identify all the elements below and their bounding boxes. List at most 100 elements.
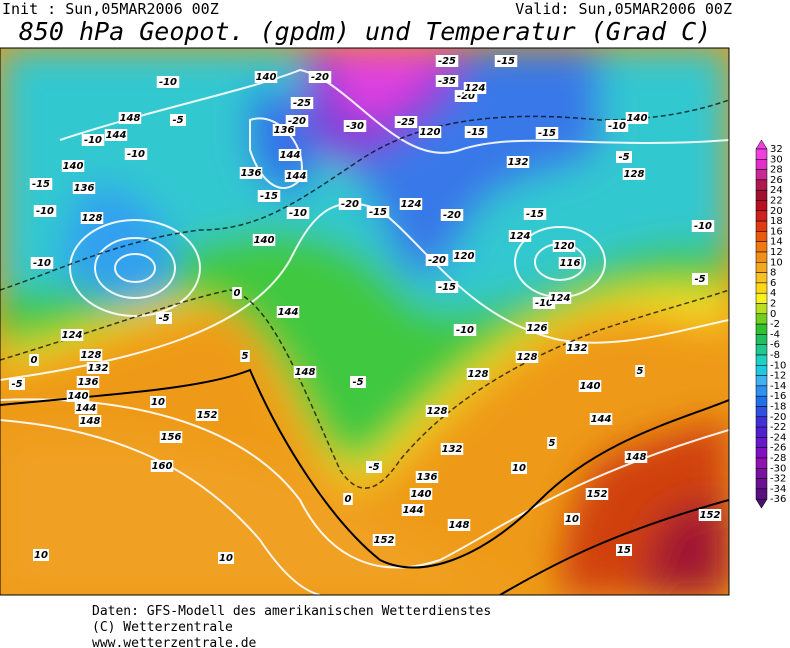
contour-label: 136 — [74, 183, 95, 194]
colorbar-swatch — [755, 179, 768, 191]
contour-label-bg — [118, 112, 142, 124]
colorbar-label: 22 — [770, 196, 783, 207]
contour-label-bg — [78, 415, 102, 427]
contour-label: 132 — [442, 444, 463, 455]
contour-label-bg — [372, 534, 396, 546]
contour-label-bg — [425, 405, 449, 417]
contour-label-bg — [278, 149, 302, 161]
contour-label-bg — [74, 402, 98, 414]
colorbar-label: 10 — [770, 257, 783, 268]
contour-label-bg — [159, 431, 183, 443]
contour-label-bg — [415, 471, 439, 483]
footer-line: www.wetterzentrale.de — [92, 636, 257, 648]
colorbar-swatch — [755, 148, 768, 160]
contour-label-bg — [366, 206, 390, 218]
contour-label: -20 — [311, 72, 329, 83]
contour-label-bg — [195, 409, 219, 421]
contour-label-bg — [506, 156, 530, 168]
colorbar-label: -18 — [770, 402, 786, 413]
colorbar-label: 6 — [770, 278, 776, 289]
contour-label: 124 — [62, 330, 83, 341]
colorbar-label: -32 — [770, 474, 786, 485]
contour-label: 152 — [700, 510, 721, 521]
contour-label-bg — [399, 198, 423, 210]
map-title: 850 hPa Geopot. (gpdm) und Temperatur (G… — [19, 17, 711, 46]
contour-label-bg — [9, 378, 25, 390]
colorbar-swatch — [755, 159, 768, 170]
contour-label-bg — [79, 349, 103, 361]
contour-label-bg — [698, 509, 722, 521]
contour-label: 148 — [449, 520, 470, 531]
contour-label: -10 — [694, 221, 712, 232]
contour-label: -20 — [457, 91, 475, 102]
colorbar-swatch — [755, 262, 768, 273]
contour-label: 126 — [527, 323, 548, 334]
contour-label: 152 — [197, 410, 218, 421]
contour-label: 128 — [624, 169, 645, 180]
contour-label-bg — [343, 120, 367, 132]
colorbar-swatch — [755, 303, 768, 315]
contour-label-bg — [76, 376, 100, 388]
contour-label-bg — [343, 493, 353, 505]
contour-label: 132 — [508, 157, 529, 168]
contour-label: 140 — [411, 489, 432, 500]
contour-label: 140 — [256, 72, 277, 83]
colorbar-label: -36 — [770, 494, 786, 505]
map — [0, 48, 729, 595]
contour-label: 10 — [151, 397, 165, 408]
colorbar-label: 14 — [770, 237, 783, 248]
contour-label-bg — [350, 376, 366, 388]
contour-label-bg — [286, 207, 310, 219]
contour-label-bg — [625, 112, 649, 124]
contour-label-bg — [276, 306, 300, 318]
contour-label: 136 — [78, 377, 99, 388]
contour-label: -5 — [694, 274, 705, 285]
contour-label: 120 — [554, 241, 575, 252]
valid-time: Valid: Sun,05MAR2006 00Z — [515, 0, 732, 18]
colorbar-swatch — [755, 200, 768, 212]
colorbar-swatch — [755, 385, 768, 397]
contour-label-bg — [589, 413, 613, 425]
contour-label-bg — [72, 182, 96, 194]
contour-label: 140 — [68, 391, 89, 402]
contour-label-bg — [257, 190, 281, 202]
contour-label: 140 — [580, 381, 601, 392]
contour-label-bg — [272, 124, 296, 136]
colorbar-swatch — [755, 406, 768, 418]
colorbar-swatch — [755, 282, 768, 294]
contour-label: 144 — [286, 171, 307, 182]
contour-label: 0 — [234, 288, 241, 299]
colorbar-label: -30 — [770, 463, 786, 474]
contour-label: 10 — [565, 514, 579, 525]
colorbar-label: -34 — [770, 484, 786, 495]
contour-label: 152 — [587, 489, 608, 500]
colorbar-swatch — [755, 272, 768, 284]
contour-label: 144 — [280, 150, 301, 161]
contour-label-bg — [435, 55, 459, 67]
colorbar-label: 20 — [770, 206, 783, 217]
contour-label-bg — [290, 97, 314, 109]
contour-label-bg — [284, 170, 308, 182]
colorbar-swatch — [755, 365, 768, 376]
contour-label: -10 — [84, 135, 102, 146]
contour-label: 140 — [63, 161, 84, 172]
contour-label: -15 — [526, 209, 544, 220]
contour-label-bg — [466, 368, 490, 380]
colorbar-swatch — [755, 323, 768, 335]
contour-label: 120 — [454, 251, 475, 262]
contour-label-bg — [409, 488, 433, 500]
colorbar-swatch — [755, 437, 768, 448]
contour-label-bg — [252, 234, 276, 246]
contour-label-bg — [218, 552, 234, 564]
contour-label-bg — [239, 167, 263, 179]
contour-label-bg — [435, 75, 459, 87]
colorbar-label: 32 — [770, 144, 783, 155]
contour-label: 128 — [81, 350, 102, 361]
contour-label: 148 — [295, 367, 316, 378]
contour-label: -5 — [352, 377, 363, 388]
contour-label-bg — [635, 365, 645, 377]
contour-label-bg — [435, 281, 459, 293]
contour-label-bg — [624, 451, 648, 463]
colorbar-label: -10 — [770, 360, 786, 371]
contour-label: -5 — [172, 115, 183, 126]
